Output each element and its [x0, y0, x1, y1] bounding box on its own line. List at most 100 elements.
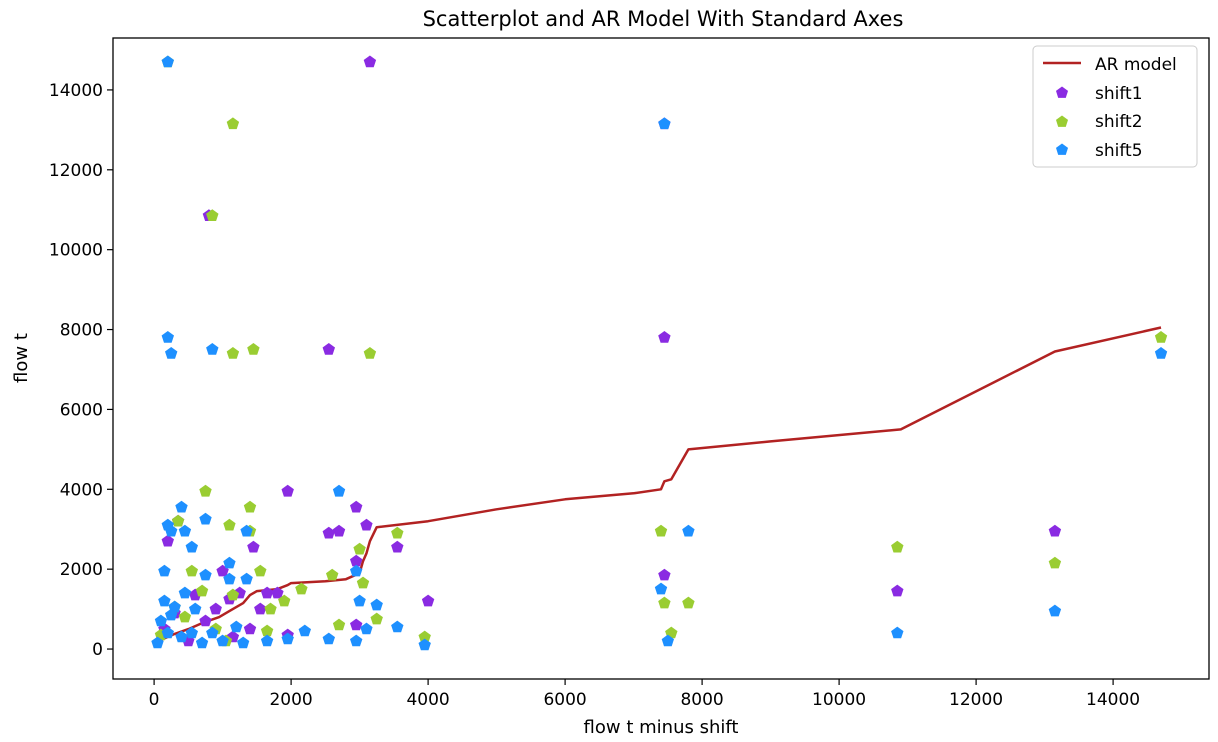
shift5-point-38	[237, 636, 250, 649]
shift5-point-47	[230, 620, 243, 633]
legend-shift5-swatch	[1056, 143, 1068, 155]
shift5-point-13	[240, 524, 253, 537]
shift1-point-4	[658, 331, 671, 343]
shift1-point-10	[247, 540, 260, 553]
shift5-point-8	[199, 512, 212, 525]
shift1-point-6	[350, 500, 363, 513]
shift5-point-19	[418, 638, 431, 651]
shift5-point-35	[175, 630, 188, 643]
legend-ar-model-label: AR model	[1095, 55, 1177, 75]
y-tick-label-5: 10000	[49, 241, 103, 261]
shift5-point-12	[185, 540, 198, 553]
shift2-point-26	[278, 594, 291, 607]
shift5-point-31	[158, 594, 171, 607]
shift2-point-15	[891, 540, 904, 553]
shift2-point-14	[1048, 556, 1062, 569]
legend: AR model shift1 shift2 shift5	[1032, 45, 1198, 168]
shift2-point-35	[178, 610, 192, 623]
shift5-point-7	[175, 500, 188, 513]
plot-data	[151, 55, 1168, 651]
x-tick-label-4: 8000	[680, 690, 723, 710]
shift2-point-21	[254, 564, 267, 577]
x-tick-label-0: 0	[149, 690, 160, 710]
shift2-point-3	[226, 347, 240, 359]
shift2-point-24	[326, 568, 339, 581]
shift2-point-23	[295, 582, 308, 595]
shift5-point-11	[178, 524, 192, 537]
shift1-point-3	[322, 343, 335, 355]
shift5-point-29	[189, 602, 202, 615]
shift5-point-26	[240, 572, 253, 585]
shift1-point-20	[260, 586, 274, 599]
legend-shift1-swatch	[1056, 86, 1068, 98]
shift5-point-16	[891, 626, 904, 639]
shift1-point-30	[199, 614, 212, 627]
shift5-point-0	[161, 55, 174, 68]
y-axis-label: flow t	[11, 333, 32, 383]
x-tick-label-5: 10000	[812, 690, 866, 710]
shift5-point-10	[165, 524, 178, 537]
shift5-point-34	[161, 626, 174, 639]
shift2-point-16	[1154, 331, 1168, 343]
plot-area	[112, 37, 1210, 680]
shift2-point-22	[185, 564, 198, 577]
shift1-series	[158, 55, 1062, 647]
shift5-point-6	[332, 484, 346, 497]
shift1-point-14	[1048, 524, 1062, 537]
shift1-point-0	[363, 55, 377, 68]
y-tick-label-2: 4000	[60, 480, 103, 500]
shift2-point-20	[682, 596, 695, 609]
shift5-point-44	[360, 622, 373, 635]
shift2-point-6	[199, 484, 212, 497]
shift5-point-4	[206, 343, 219, 355]
shift1-point-26	[350, 618, 363, 631]
shift1-point-9	[322, 526, 335, 539]
shift5-point-48	[151, 636, 164, 649]
x-axis-label: flow t minus shift	[584, 717, 739, 738]
shift5-point-18	[654, 582, 668, 595]
y-axis-ticks: 0 2000 4000 6000 8000 10000 12000 14000	[49, 81, 113, 660]
shift2-point-7	[243, 500, 257, 513]
shift5-point-28	[158, 564, 171, 577]
shift2-point-4	[247, 343, 260, 355]
shift2-point-33	[226, 588, 240, 601]
shift5-point-40	[281, 632, 294, 645]
shift5-point-14	[682, 524, 695, 537]
x-axis-ticks: 0 2000 4000 6000 8000 10000 12000 14000	[149, 679, 1140, 710]
shift5-point-37	[216, 634, 229, 647]
shift5-point-24	[223, 556, 236, 569]
shift2-point-30	[260, 624, 274, 637]
shift5-point-22	[353, 594, 366, 607]
shift5-point-5	[1154, 347, 1168, 359]
shift5-point-43	[350, 634, 363, 647]
shift2-point-8	[223, 518, 236, 531]
shift5-point-17	[661, 634, 674, 647]
x-tick-label-1: 2000	[269, 690, 312, 710]
shift1-point-21	[271, 586, 284, 599]
shift1-point-8	[332, 524, 346, 537]
legend-shift5-label: shift5	[1095, 141, 1143, 161]
y-tick-label-0: 0	[92, 640, 103, 660]
shift5-point-21	[370, 598, 383, 611]
shift5-point-27	[199, 568, 212, 581]
shift1-point-13	[891, 584, 904, 597]
shift1-point-7	[360, 518, 373, 531]
shift2-series	[154, 55, 1168, 647]
legend-shift2-swatch	[1056, 115, 1068, 127]
shift2-point-12	[391, 526, 404, 539]
shift5-point-33	[154, 614, 168, 627]
shift2-point-29	[370, 612, 383, 625]
y-tick-label-3: 6000	[60, 400, 103, 420]
shift5-point-25	[223, 572, 236, 585]
x-tick-label-2: 4000	[406, 690, 449, 710]
y-tick-label-1: 2000	[60, 560, 103, 580]
shift2-point-10	[171, 514, 185, 527]
shift2-point-28	[332, 618, 346, 631]
legend-box	[1032, 45, 1198, 168]
legend-shift2-label: shift2	[1095, 112, 1143, 132]
shift2-point-27	[264, 602, 277, 615]
shift2-point-11	[654, 524, 668, 537]
shift5-point-45	[185, 626, 198, 639]
shift2-point-2	[206, 209, 219, 221]
shift1-point-5	[281, 484, 294, 497]
